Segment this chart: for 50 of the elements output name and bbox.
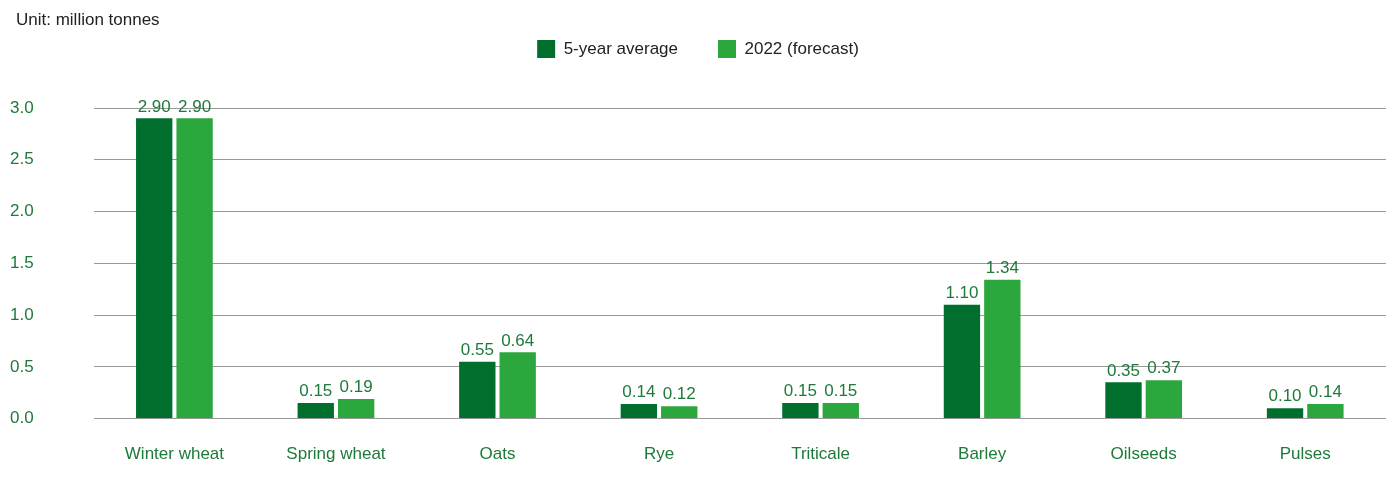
y-tick-label: 0.0 [10,408,34,428]
bar [782,403,819,419]
data-label: 1.34 [985,258,1019,278]
bar [1145,380,1183,419]
bar [943,304,981,419]
data-label: 0.15 [824,381,858,401]
data-label: 0.37 [1147,358,1181,378]
y-tick-label: 1.0 [10,304,34,324]
data-label: 0.35 [1106,360,1141,380]
x-tick-label: Rye [643,444,675,464]
data-label: 0.10 [1268,386,1302,406]
bar [620,404,658,419]
x-tick-label: Triticale [791,444,851,464]
bar [1266,408,1304,419]
y-axis-title: Unit: million tonnes [16,10,160,30]
x-tick-label: Barley [958,444,1007,464]
data-label: 0.15 [783,381,817,401]
data-label: 0.19 [339,377,373,397]
legend-label: 5-year average [563,38,678,58]
bar [297,403,334,419]
bar [136,118,173,419]
x-tick-label: Oats [479,444,516,464]
data-label: 1.10 [945,282,979,302]
y-tick-label: 0.5 [10,356,34,376]
x-tick-label: Winter wheat [124,444,225,464]
data-label: 0.12 [662,384,696,404]
x-tick-label: Pulses [1279,444,1331,464]
y-tick-label: 3.0 [10,97,34,117]
bar [661,406,698,419]
data-label: 0.64 [501,330,535,350]
data-label: 2.90 [137,96,171,116]
bar [822,403,859,419]
data-label: 0.55 [460,339,494,359]
bar [176,118,213,419]
data-label: 0.14 [1308,382,1342,402]
x-tick-label: Spring wheat [286,444,386,464]
data-label: 0.15 [299,381,333,401]
bar [459,361,496,419]
bar [1307,404,1344,419]
data-label: 2.90 [178,96,212,116]
bar [984,279,1021,419]
bar [1105,382,1142,419]
y-tick-label: 2.0 [10,201,34,221]
bar [337,398,375,419]
x-tick-label: Oilseeds [1110,444,1177,464]
bar [499,352,536,419]
y-tick-label: 2.5 [10,149,34,169]
y-tick-label: 1.5 [10,252,34,272]
data-label: 0.14 [622,382,656,402]
legend-label: 2022 (forecast) [744,38,859,58]
